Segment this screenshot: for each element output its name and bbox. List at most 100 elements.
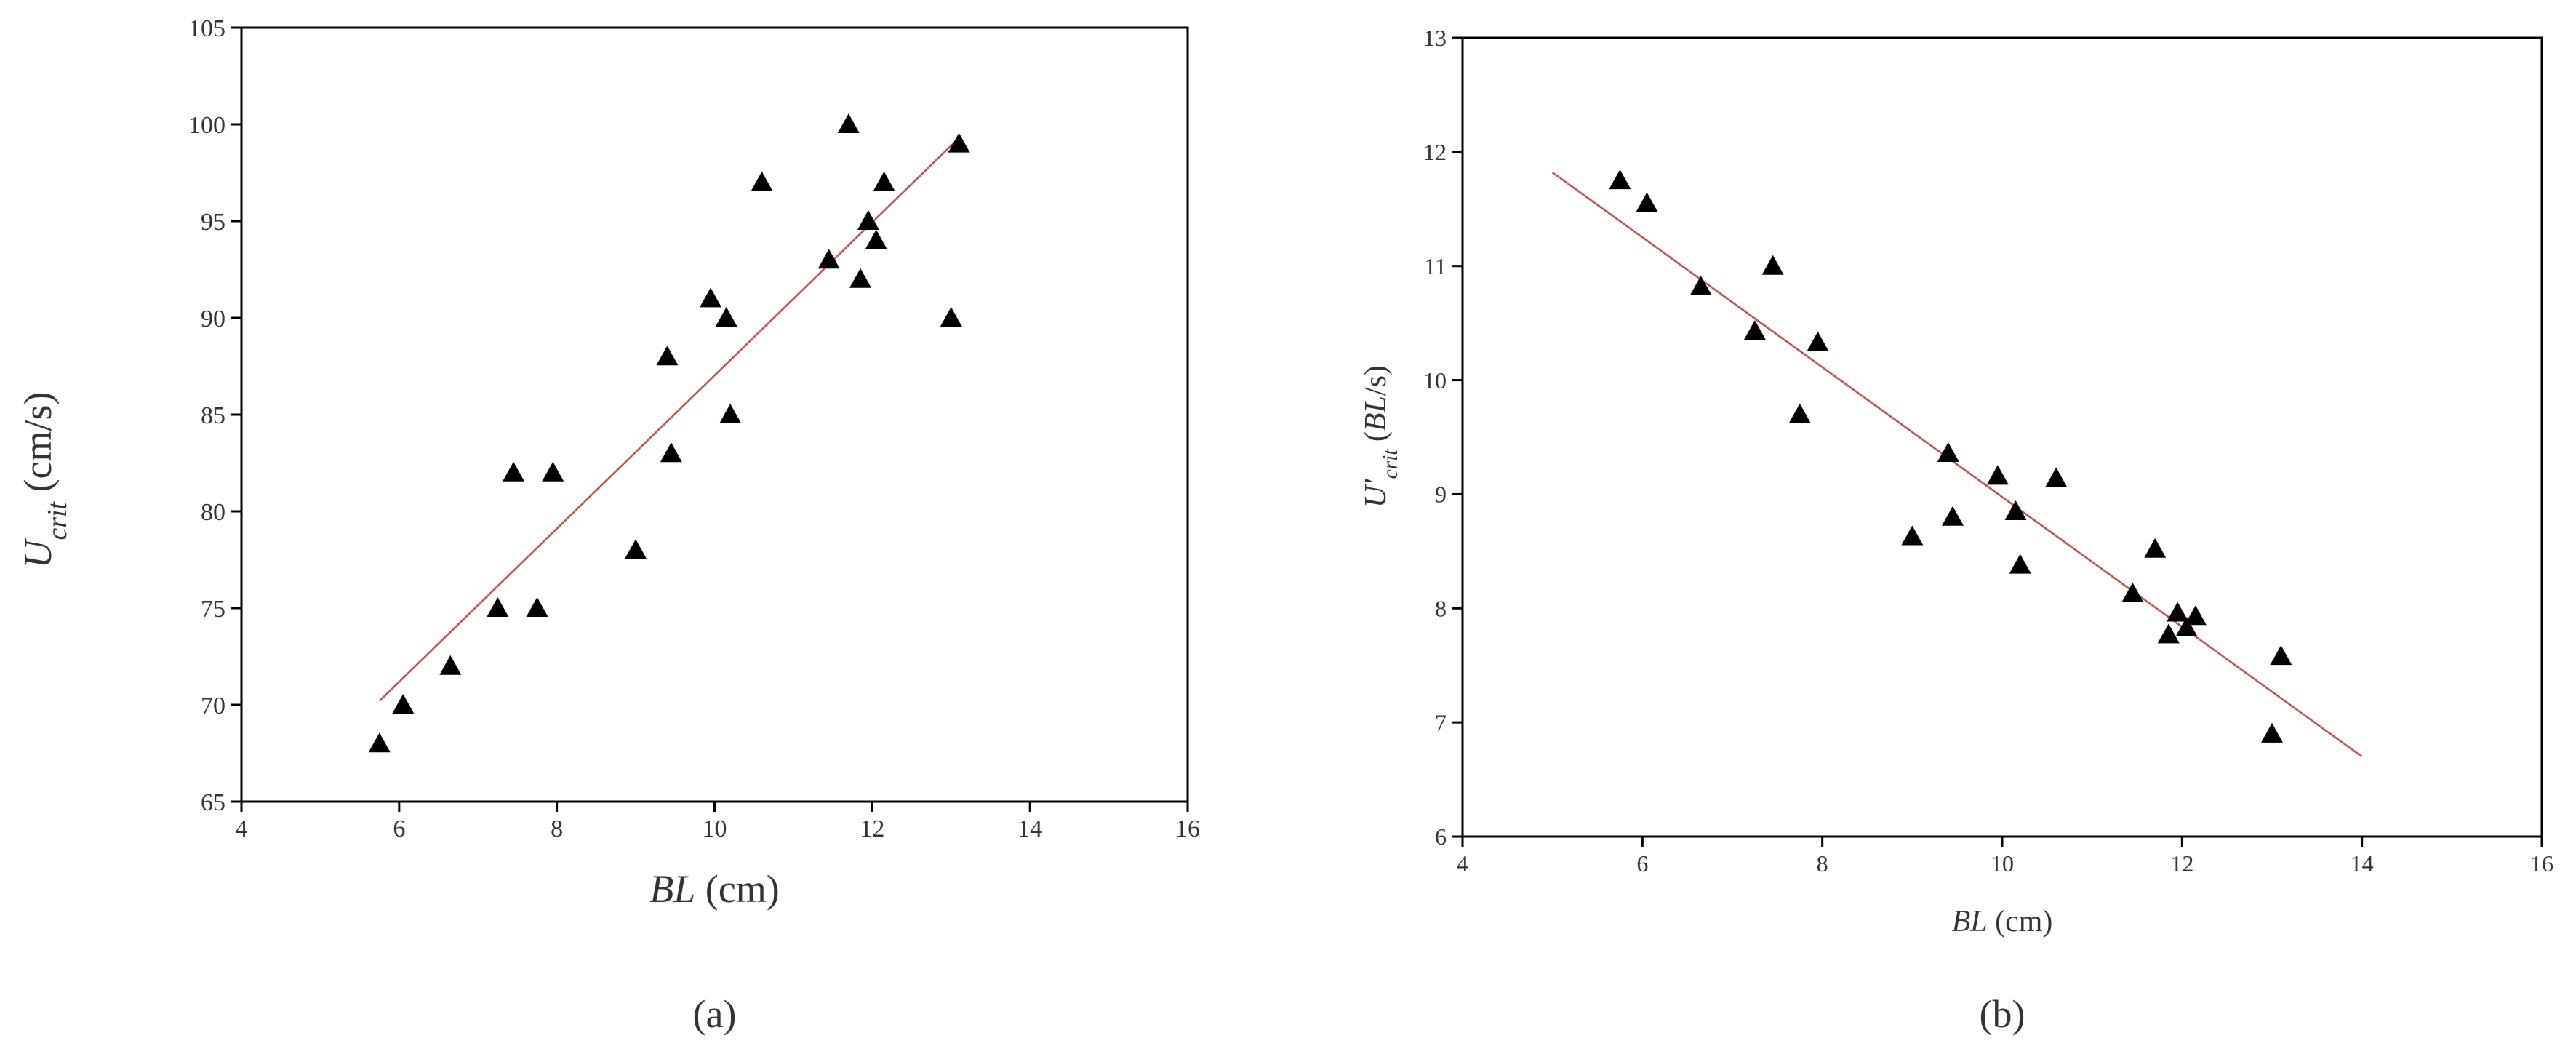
marker <box>1941 506 1964 526</box>
label-part: U′ <box>1359 479 1393 508</box>
y-tick-label: 9 <box>1435 482 1447 508</box>
y-tick-label: 90 <box>201 306 225 332</box>
marker <box>660 442 682 463</box>
marker <box>948 132 970 153</box>
y-tick-label: 13 <box>1423 25 1447 51</box>
x-tick-label: 6 <box>1636 850 1648 877</box>
x-tick-label: 16 <box>1175 815 1200 842</box>
marker <box>751 171 773 191</box>
marker <box>865 229 887 249</box>
marker <box>2121 582 2144 602</box>
axis-label: BL (cm) <box>649 867 779 911</box>
x-tick-label: 8 <box>1817 850 1828 877</box>
axis-label: Ucrit (cm/s) <box>16 392 73 569</box>
x-tick-label: 12 <box>860 815 884 842</box>
x-tick-label: 6 <box>393 815 405 842</box>
marker <box>439 655 462 675</box>
marker <box>2261 722 2283 743</box>
y-tick-label: 6 <box>1435 823 1447 850</box>
marker <box>817 249 840 269</box>
marker <box>392 694 415 714</box>
y-tick-label: 12 <box>1423 139 1447 165</box>
y-tick-label: 11 <box>1424 253 1447 279</box>
plot-frame <box>240 26 1189 803</box>
trend-line <box>378 137 960 702</box>
marker <box>1743 320 1766 340</box>
marker <box>715 307 737 327</box>
label-part: crit <box>42 500 73 540</box>
x-tick-label: 10 <box>1991 850 2014 877</box>
plot-frame <box>1461 36 2543 838</box>
chart: 4 6 8 10 12 14 16 65 70 75 80 85 90 95 100 105 BL (cm) Uc… <box>16 15 1200 1036</box>
label-part: U <box>16 538 60 568</box>
x-tick-label: 8 <box>551 815 563 842</box>
x-tick-label: 16 <box>2530 850 2553 877</box>
panel-label: (b) <box>1980 992 2025 1036</box>
label-part: (cm) <box>695 867 779 911</box>
marker <box>1807 331 1829 351</box>
x-tick-label: 10 <box>703 815 727 842</box>
x-tick-label: 4 <box>1457 850 1468 877</box>
marker <box>700 287 722 308</box>
x-tick-label: 4 <box>236 815 248 842</box>
label-part: BL <box>1359 396 1393 431</box>
y-tick-label: 8 <box>1435 595 1447 621</box>
y-tick-label: 85 <box>201 402 225 429</box>
marker <box>503 461 525 482</box>
y-tick-label: 65 <box>201 789 225 816</box>
marker <box>849 268 872 288</box>
label-part: /s) <box>1359 365 1393 396</box>
y-tick-label: 80 <box>201 499 225 526</box>
marker <box>526 597 548 617</box>
marker <box>2270 645 2292 666</box>
marker <box>1901 525 1924 546</box>
panel-label: (a) <box>693 992 737 1036</box>
x-tick-label: 14 <box>2351 850 2374 877</box>
label-part: BL <box>1952 905 1988 938</box>
marker <box>2004 500 2027 520</box>
x-tick-label: 12 <box>2170 850 2193 877</box>
marker <box>1636 192 1658 212</box>
x-tick-label: 14 <box>1017 815 1042 842</box>
marker <box>2144 538 2167 558</box>
label-part: (cm) <box>1988 905 2053 938</box>
marker <box>2175 616 2198 636</box>
y-tick-label: 105 <box>188 15 225 42</box>
marker <box>625 539 647 559</box>
axis-label: BL (cm) <box>1952 905 2053 938</box>
y-tick-label: 70 <box>201 692 225 719</box>
marker <box>719 404 742 423</box>
marker <box>656 346 679 366</box>
marker <box>542 461 564 482</box>
marker <box>2157 623 2180 644</box>
label-part: crit <box>1379 449 1402 479</box>
marker <box>1761 255 1784 275</box>
marker <box>2167 602 2189 622</box>
axis-label: U′crit (BL/s) <box>1359 365 1402 508</box>
label-part: (cm/s) <box>16 392 60 502</box>
marker <box>487 597 509 617</box>
marker <box>2009 554 2031 574</box>
marker <box>1986 465 2009 485</box>
marker <box>837 113 860 133</box>
y-tick-label: 7 <box>1435 709 1447 735</box>
marker <box>1609 169 1631 190</box>
marker <box>857 210 879 230</box>
marker <box>1788 403 1811 423</box>
marker <box>1937 442 1959 462</box>
trend-line <box>1551 172 2363 758</box>
y-tick-label: 100 <box>188 112 225 139</box>
marker <box>2184 605 2207 626</box>
marker <box>873 171 895 191</box>
marker <box>940 307 962 327</box>
y-tick-label: 75 <box>201 596 225 623</box>
marker <box>1689 275 1712 295</box>
y-tick-label: 95 <box>201 209 225 236</box>
marker <box>368 732 391 753</box>
label-part: BL <box>649 867 695 911</box>
y-tick-label: 10 <box>1423 367 1447 394</box>
label-part: ( <box>1359 431 1393 450</box>
